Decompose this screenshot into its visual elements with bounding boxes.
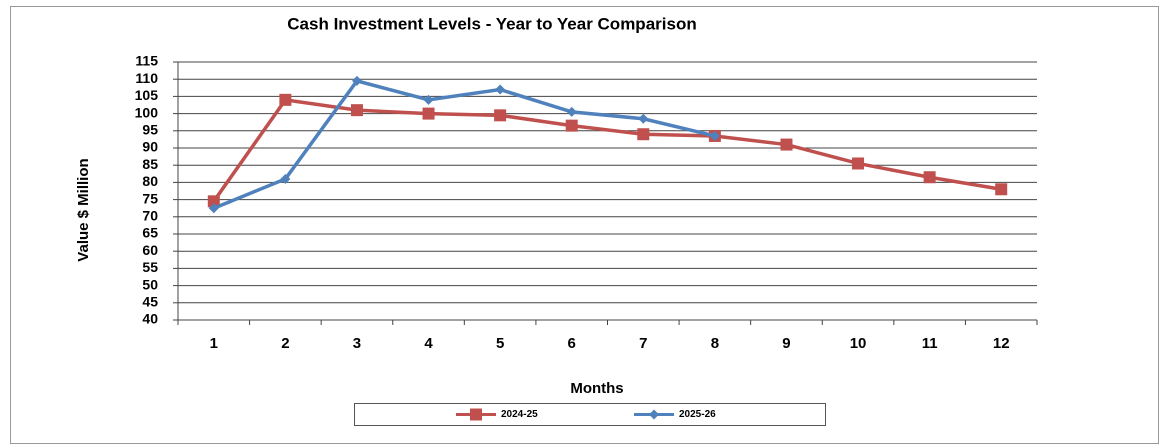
chart-border [10,6,1159,444]
x-tick-label: 12 [993,335,1010,352]
marker [995,183,1008,196]
x-tick-label: 10 [850,335,867,352]
x-tick-label: 3 [353,335,361,352]
y-tick-label: 50 [142,276,158,292]
marker [780,138,793,151]
x-tick-label: 9 [782,335,790,352]
marker [207,195,220,208]
y-tick-label: 60 [142,242,158,258]
marker [208,203,219,214]
y-tick-label: 110 [135,70,158,86]
marker [852,157,865,170]
marker [423,94,434,105]
marker [649,409,659,420]
marker [638,113,649,124]
series-line [212,97,1002,203]
y-tick-label: 100 [135,104,159,120]
x-tick-label: 6 [568,335,576,352]
chart-title: Cash Investment Levels - Year to Year Co… [287,14,696,33]
marker [422,107,435,120]
y-tick-label: 105 [135,87,159,103]
y-tick-label: 80 [142,173,158,189]
y-tick-label: 55 [142,259,158,275]
marker [637,128,650,141]
y-tick-label: 75 [142,190,158,206]
marker [470,408,482,421]
legend-label: 2024-25 [501,409,538,420]
legend-box [354,403,826,426]
marker [280,173,291,184]
y-tick-label: 65 [142,225,158,241]
y-tick-label: 70 [142,208,158,224]
marker [566,106,577,117]
x-tick-label: 5 [496,335,504,352]
x-tick-label: 11 [922,335,938,352]
y-tick-label: 115 [135,53,158,69]
y-tick-label: 85 [142,156,158,172]
y-tick-label: 90 [142,139,158,155]
marker [923,171,936,184]
x-tick-label: 8 [711,335,719,352]
marker [350,104,363,117]
marker [709,130,720,141]
x-tick-label: 4 [424,335,433,352]
y-tick-label: 40 [142,311,158,327]
x-tick-label: 7 [639,335,647,352]
x-axis-label: Months [570,380,623,397]
marker [495,84,506,95]
y-axis-label: Value $ Million [75,158,92,261]
marker [565,119,578,132]
y-tick-label: 45 [142,294,158,310]
series-line [213,78,716,210]
legend-label: 2025-26 [679,409,716,420]
marker [351,75,362,86]
marker [494,109,507,122]
x-tick-label: 1 [210,335,218,352]
x-tick-label: 2 [281,335,289,352]
y-tick-label: 95 [142,122,158,138]
marker [279,93,292,106]
